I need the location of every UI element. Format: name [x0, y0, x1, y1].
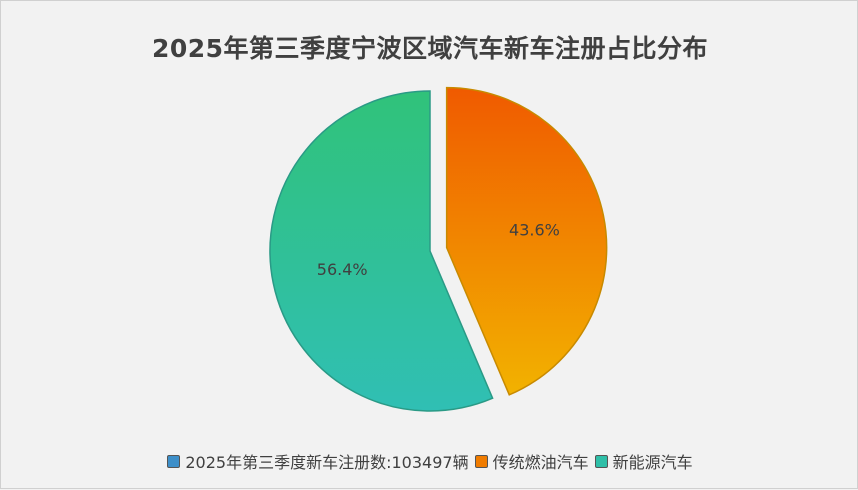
legend-swatch-total [167, 454, 181, 468]
legend-label-fuel: 传统燃油汽车 [492, 453, 589, 472]
legend-label-nev: 新能源汽车 [612, 453, 693, 472]
chart-legend: 2025年第三季度新车注册数:103497辆 传统燃油汽车 新能源汽车 [1, 449, 858, 473]
chart-title: 2025年第三季度宁波区域汽车新车注册占比分布 [151, 34, 709, 63]
pie-data-label-1: 56.4% [317, 260, 368, 279]
legend-swatch-nev [594, 454, 608, 468]
pie-slice-1[interactable] [269, 90, 494, 412]
legend-label-total: 2025年第三季度新车注册数:103497辆 [185, 453, 469, 472]
pie-data-label-0: 43.6% [509, 221, 560, 240]
legend-swatch-fuel [474, 454, 488, 468]
pie-slice-0[interactable] [445, 86, 608, 396]
legend-item-fuel[interactable]: 传统燃油汽车 [474, 449, 589, 473]
legend-item-nev[interactable]: 新能源汽车 [594, 449, 693, 473]
legend-item-total[interactable]: 2025年第三季度新车注册数:103497辆 [167, 449, 469, 473]
